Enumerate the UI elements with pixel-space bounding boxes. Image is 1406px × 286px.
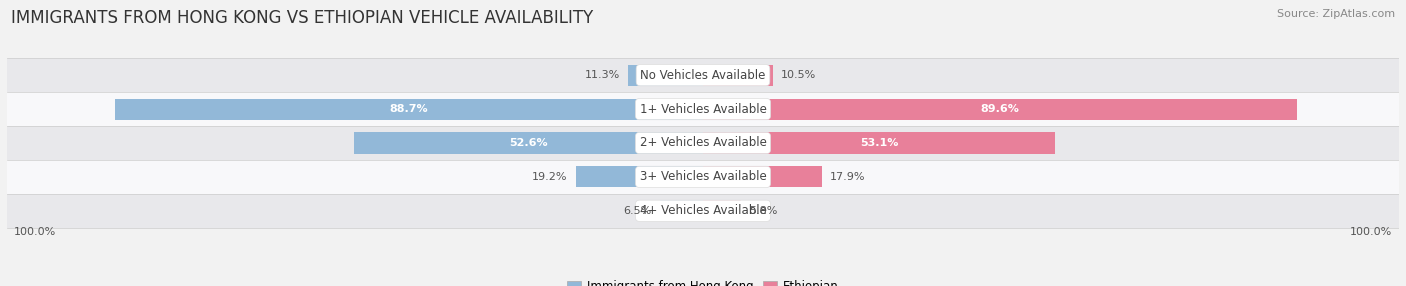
Text: 52.6%: 52.6%	[509, 138, 548, 148]
Text: No Vehicles Available: No Vehicles Available	[640, 69, 766, 82]
Text: 100.0%: 100.0%	[1350, 227, 1392, 237]
Bar	[354, 132, 703, 154]
Bar	[7, 58, 1399, 92]
Text: 19.2%: 19.2%	[533, 172, 568, 182]
Text: 2+ Vehicles Available: 2+ Vehicles Available	[640, 136, 766, 150]
Bar	[7, 92, 1399, 126]
Text: 100.0%: 100.0%	[14, 227, 56, 237]
Text: 11.3%: 11.3%	[585, 70, 620, 80]
Text: 1+ Vehicles Available: 1+ Vehicles Available	[640, 103, 766, 116]
Bar	[703, 65, 773, 86]
Bar	[575, 166, 703, 187]
Text: Source: ZipAtlas.com: Source: ZipAtlas.com	[1277, 9, 1395, 19]
Legend: Immigrants from Hong Kong, Ethiopian: Immigrants from Hong Kong, Ethiopian	[562, 276, 844, 286]
Text: 6.5%: 6.5%	[624, 206, 652, 216]
Text: 5.8%: 5.8%	[749, 206, 778, 216]
Bar	[659, 200, 703, 221]
Bar	[628, 65, 703, 86]
Bar	[703, 200, 741, 221]
Text: 4+ Vehicles Available: 4+ Vehicles Available	[640, 204, 766, 217]
Bar	[703, 99, 1296, 120]
Text: 3+ Vehicles Available: 3+ Vehicles Available	[640, 170, 766, 183]
Text: 53.1%: 53.1%	[860, 138, 898, 148]
Text: 88.7%: 88.7%	[389, 104, 429, 114]
Bar	[703, 166, 821, 187]
Text: 89.6%: 89.6%	[980, 104, 1019, 114]
Bar	[7, 160, 1399, 194]
Bar	[7, 126, 1399, 160]
Bar	[115, 99, 703, 120]
Text: 17.9%: 17.9%	[830, 172, 865, 182]
Bar	[7, 194, 1399, 228]
Bar	[703, 132, 1054, 154]
Text: 10.5%: 10.5%	[780, 70, 815, 80]
Text: IMMIGRANTS FROM HONG KONG VS ETHIOPIAN VEHICLE AVAILABILITY: IMMIGRANTS FROM HONG KONG VS ETHIOPIAN V…	[11, 9, 593, 27]
